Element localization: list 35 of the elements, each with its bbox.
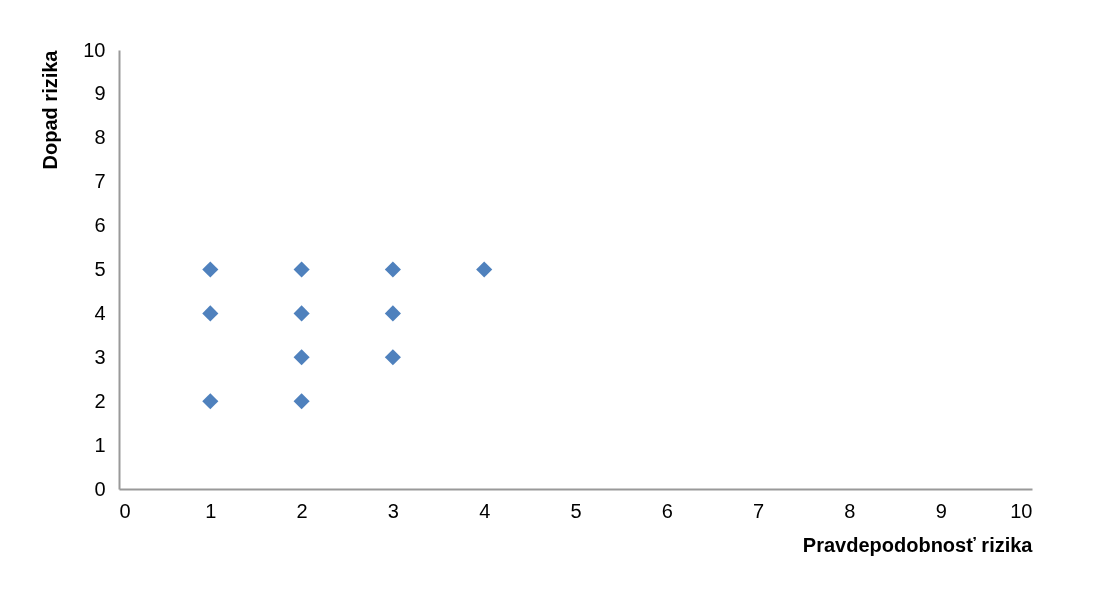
- y-tick-label: 2: [94, 389, 106, 412]
- x-tick-label: 3: [387, 499, 399, 522]
- point: [293, 393, 310, 410]
- point: [202, 305, 219, 322]
- y-tick-label: 5: [94, 258, 106, 280]
- point: [202, 261, 219, 278]
- point: [202, 393, 219, 410]
- x-tick-label: 0: [119, 499, 131, 522]
- y-tick-label: 7: [94, 170, 106, 193]
- x-axis-title: Pravdepodobnosť rizika: [802, 533, 1034, 556]
- point: [293, 261, 310, 278]
- point: [293, 305, 310, 322]
- point: [384, 261, 401, 278]
- y-tick-label: 0: [94, 477, 106, 500]
- y-tick-label: 9: [94, 82, 106, 105]
- y-tick-label: 6: [94, 214, 106, 237]
- point: [476, 261, 493, 278]
- x-tick-label: 10: [1010, 499, 1033, 522]
- x-tick-label: 5: [570, 499, 582, 522]
- x-tick-label: 4: [479, 499, 491, 522]
- point: [384, 305, 401, 322]
- x-tick-label: 1: [205, 499, 217, 522]
- x-tick-label: 6: [661, 499, 673, 522]
- x-tick-label: 7: [753, 499, 765, 522]
- y-tick-label: 10: [83, 38, 106, 61]
- x-tick-label: 2: [296, 499, 308, 522]
- y-tick-label: 8: [94, 126, 106, 149]
- x-tick-label: 9: [935, 499, 947, 522]
- x-tick-label: 8: [844, 499, 856, 522]
- point: [293, 349, 310, 366]
- y-tick-label: 4: [94, 301, 106, 324]
- point: [384, 349, 401, 366]
- y-axis-title: Dopad rizika: [39, 49, 62, 170]
- y-tick-label: 3: [94, 345, 106, 368]
- y-tick-label: 1: [94, 433, 106, 456]
